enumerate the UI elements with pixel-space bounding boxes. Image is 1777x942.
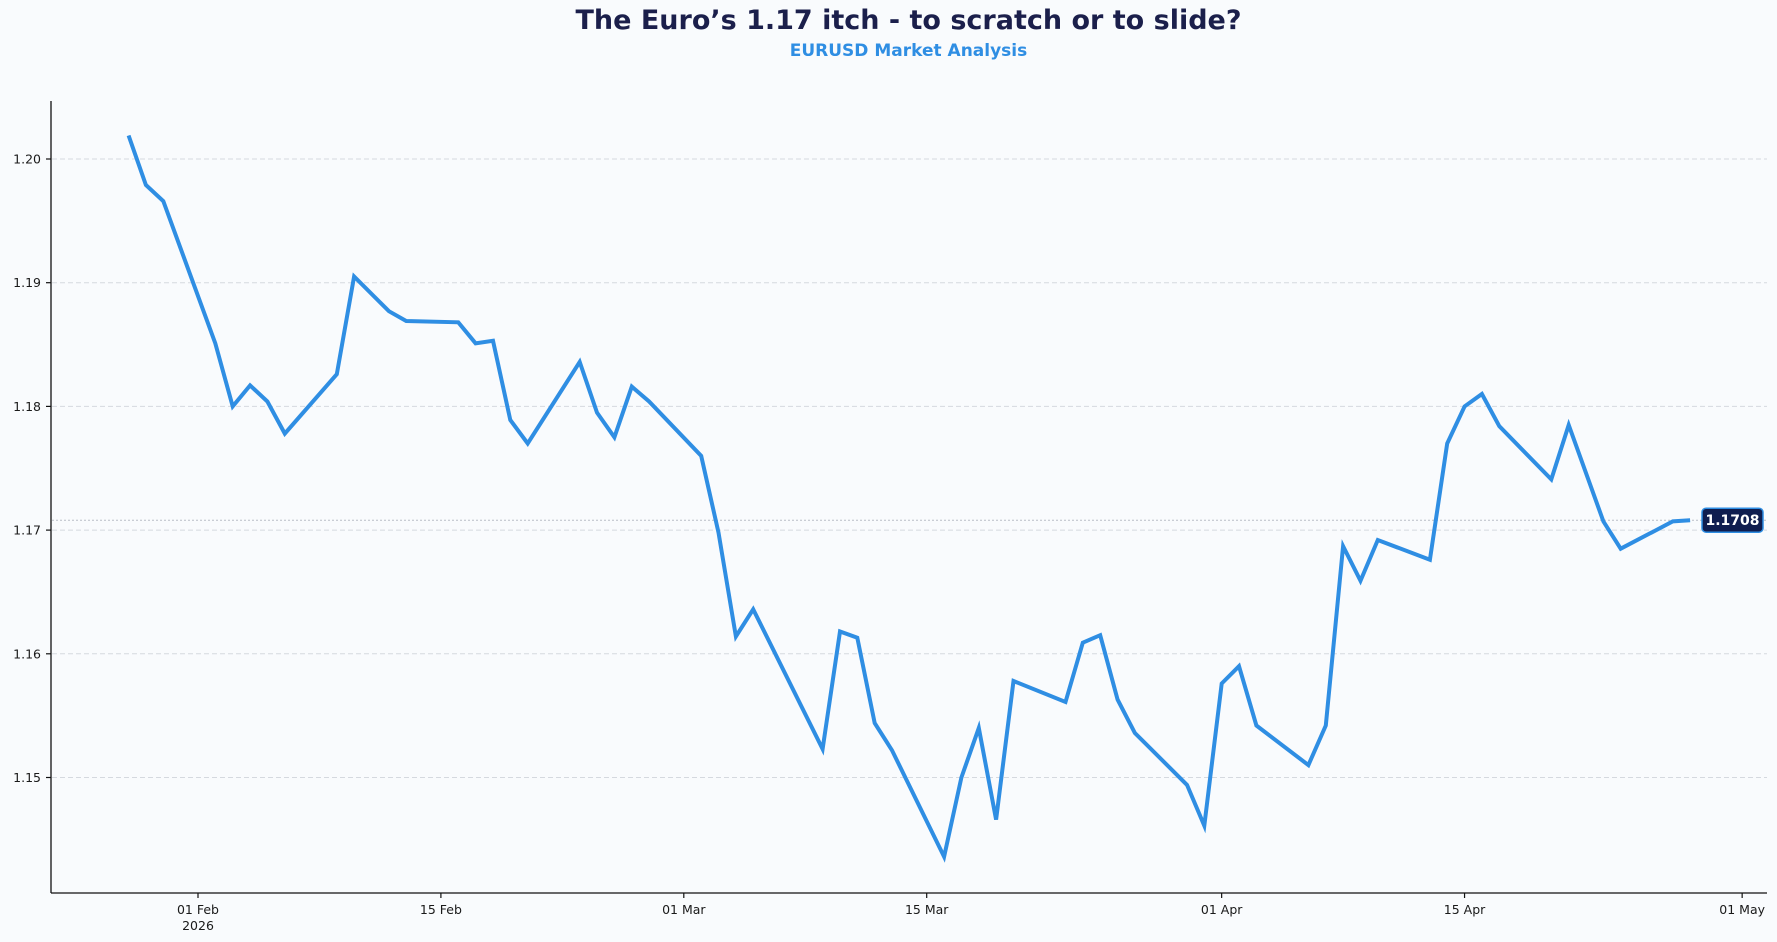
x-tick-label: 15 Mar <box>905 902 949 917</box>
x-tick-label: 15 Apr <box>1444 902 1486 917</box>
eurusd-price-line <box>126 134 1691 863</box>
x-tick-label: 01 Feb <box>177 902 219 917</box>
y-tick-label: 1.16 <box>13 646 41 661</box>
x-tick-sublabel: 2026 <box>182 918 214 933</box>
x-tick-label: 01 Apr <box>1201 902 1243 917</box>
chart-subtitle: EURUSD Market Analysis <box>789 41 1028 61</box>
x-tick-label: 01 Mar <box>662 902 706 917</box>
axes <box>50 101 1767 894</box>
y-tick-label: 1.19 <box>13 275 41 290</box>
y-tick-label: 1.17 <box>13 523 41 538</box>
badge-value: 1.1708 <box>1705 513 1759 529</box>
badge-background <box>1701 507 1764 533</box>
x-tick-label: 01 May <box>1719 902 1765 917</box>
chart-title: The Euro’s 1.17 itch - to scratch or to … <box>575 5 1242 36</box>
y-tick-label: 1.15 <box>13 770 41 785</box>
y-tick-label: 1.20 <box>13 152 41 167</box>
last-price-badge: 1.1708 <box>1701 507 1764 533</box>
gridlines <box>52 158 1767 778</box>
x-tick-label: 15 Feb <box>420 902 462 917</box>
y-axis-ticks: 1.15 1.16 1.17 1.18 1.19 1.20 <box>13 152 51 785</box>
y-tick-label: 1.18 <box>13 399 41 414</box>
